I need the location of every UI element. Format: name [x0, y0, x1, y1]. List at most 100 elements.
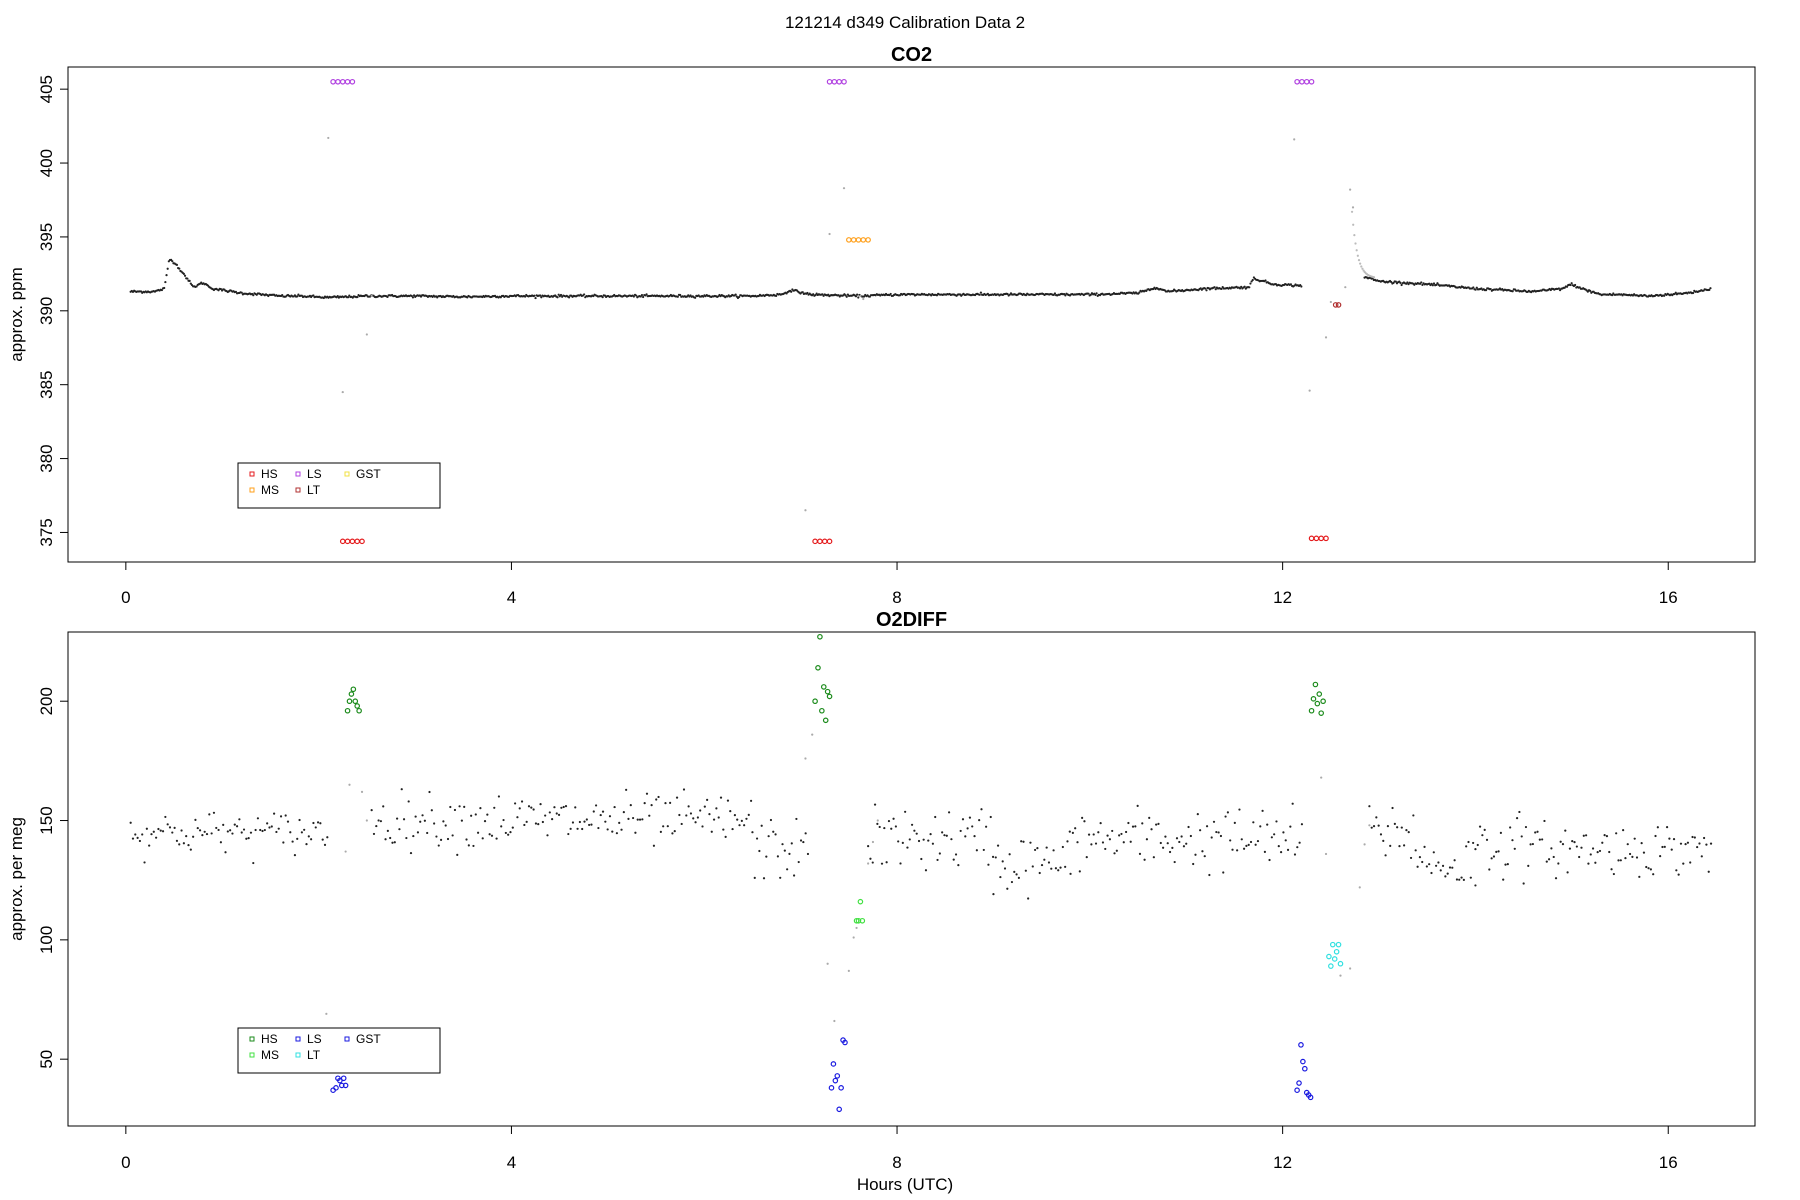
data-point — [1113, 852, 1116, 855]
data-point — [1506, 862, 1509, 866]
data-point — [273, 812, 276, 815]
data-point — [284, 814, 287, 817]
data-point — [500, 825, 503, 828]
data-point — [1420, 281, 1423, 284]
data-point — [1499, 831, 1502, 834]
data-point — [1214, 288, 1217, 291]
data-point — [738, 824, 741, 827]
data-point — [1180, 835, 1183, 838]
data-point — [1418, 856, 1422, 859]
data-point — [1490, 857, 1493, 860]
data-point — [1390, 280, 1393, 284]
data-point — [1709, 287, 1712, 290]
series-point — [820, 684, 827, 690]
x-tick-label: 0 — [121, 1153, 130, 1172]
data-point — [790, 842, 793, 845]
data-point — [694, 296, 697, 299]
data-point — [920, 857, 923, 861]
data-point — [1608, 850, 1611, 854]
data-point — [971, 825, 974, 828]
data-point — [451, 834, 454, 837]
data-point — [947, 811, 951, 814]
data-point — [1569, 283, 1572, 287]
data-point — [1182, 845, 1186, 848]
data-point — [567, 296, 571, 299]
transition-point — [365, 333, 368, 336]
data-point — [1435, 283, 1438, 286]
data-point — [1511, 290, 1514, 293]
data-point — [252, 861, 255, 865]
series-point — [841, 78, 847, 85]
data-point — [205, 832, 209, 836]
data-point — [1377, 824, 1380, 827]
data-point — [1217, 831, 1220, 834]
data-point — [1068, 830, 1071, 833]
transition-point — [1293, 138, 1296, 141]
x-tick-label: 8 — [892, 588, 901, 607]
series-point — [834, 1073, 841, 1079]
data-point — [226, 830, 229, 833]
data-point — [1162, 846, 1165, 849]
data-point — [1492, 855, 1496, 858]
data-point — [938, 852, 941, 855]
data-point — [1270, 836, 1273, 839]
data-point — [1164, 835, 1167, 838]
series-point — [1298, 1042, 1304, 1048]
data-point — [524, 295, 527, 298]
data-point — [460, 819, 463, 822]
data-point — [1396, 826, 1399, 829]
data-point — [1050, 867, 1053, 870]
data-point — [583, 820, 586, 823]
data-point — [1624, 857, 1627, 860]
data-point — [198, 829, 202, 832]
data-point — [1659, 855, 1662, 858]
data-point — [266, 822, 269, 825]
data-point — [1497, 850, 1500, 853]
data-point — [733, 814, 736, 817]
data-point — [1194, 853, 1197, 856]
data-point — [652, 844, 656, 847]
data-point — [1289, 825, 1292, 828]
data-point — [1259, 825, 1262, 828]
data-point — [319, 822, 322, 825]
data-point — [1403, 844, 1406, 847]
legend-swatch — [344, 471, 350, 477]
data-point — [437, 844, 440, 847]
data-point — [1559, 840, 1562, 843]
data-point — [1104, 847, 1107, 851]
data-point — [1409, 856, 1413, 860]
data-point — [416, 831, 420, 834]
data-point — [1047, 861, 1051, 864]
data-point — [1033, 848, 1037, 852]
transition-point — [1350, 210, 1354, 213]
series-ms — [853, 898, 866, 924]
data-point — [1090, 843, 1093, 846]
data-point — [1615, 832, 1618, 835]
data-point — [1400, 826, 1403, 829]
data-point — [964, 835, 967, 838]
data-point — [980, 808, 983, 811]
series-point — [860, 237, 867, 243]
data-point — [1248, 286, 1251, 289]
series-point — [354, 538, 361, 545]
data-point — [1300, 285, 1303, 288]
data-point — [692, 817, 695, 820]
series-point — [1308, 535, 1315, 542]
data-point — [372, 832, 376, 836]
transition-point — [1308, 389, 1311, 392]
data-point — [604, 820, 607, 823]
data-point — [134, 833, 137, 836]
data-point — [430, 809, 433, 812]
data-point — [597, 826, 600, 830]
data-point — [1094, 842, 1098, 845]
data-point — [678, 813, 681, 817]
data-point — [159, 829, 162, 832]
data-point — [1196, 813, 1199, 816]
data-point — [883, 826, 886, 830]
data-point — [261, 829, 264, 833]
data-point — [208, 813, 211, 816]
data-point — [240, 291, 243, 294]
data-point — [1175, 837, 1179, 840]
